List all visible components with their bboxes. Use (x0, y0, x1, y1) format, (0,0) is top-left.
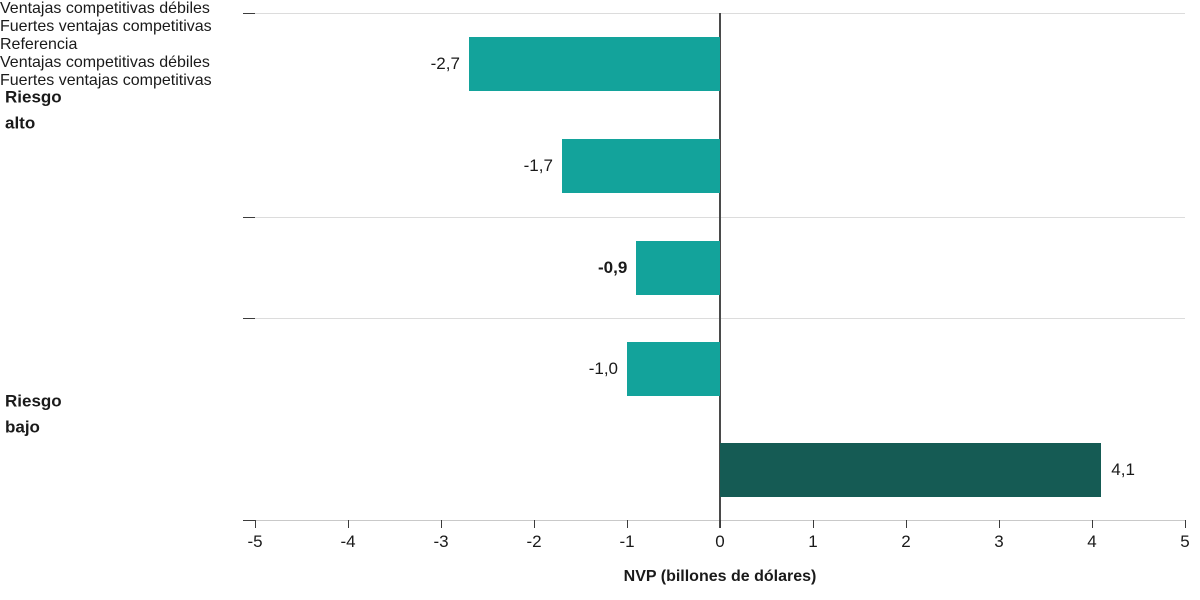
x-tick-label: -3 (433, 532, 449, 551)
x-axis-tick (1091, 520, 1093, 528)
category-label: Fuertes ventajas competitivas (0, 72, 212, 89)
group-label-1: Riesgo alto (5, 87, 62, 133)
x-axis-tick (719, 520, 721, 528)
x-tick-label: -5 (247, 532, 263, 551)
category-label: Ventajas competitivas débiles (0, 0, 210, 17)
x-tick-label: 5 (1180, 532, 1190, 551)
bar-5 (720, 442, 1102, 497)
category-label: Fuertes ventajas competitivas (0, 18, 212, 35)
x-axis-tick (812, 520, 814, 528)
x-axis-tick (440, 520, 442, 528)
x-axis-tick (905, 520, 907, 528)
bar-value-label: -1,7 (523, 156, 553, 175)
x-axis-tick (533, 520, 535, 528)
category-label: Ventajas competitivas débiles (0, 54, 210, 71)
bar-value-label: 4,1 (1111, 459, 1135, 479)
x-axis-tick (1184, 520, 1186, 528)
x-tick-label: -1 (619, 532, 635, 551)
bar-3 (636, 240, 720, 295)
x-axis-title: NVP (billones de dólares) (623, 568, 817, 585)
x-axis-tick (254, 520, 256, 528)
zero-baseline (719, 13, 721, 528)
bar-1 (468, 37, 720, 91)
category-label: Referencia (0, 36, 78, 53)
x-tick-label: 2 (901, 532, 911, 551)
group-label-2: Riesgo bajo (5, 391, 62, 437)
x-tick-label: 1 (808, 532, 818, 551)
bar-4 (627, 341, 720, 396)
x-axis-tick (626, 520, 628, 528)
x-axis-tick (347, 520, 349, 528)
bar-value-label: -2,7 (430, 54, 460, 73)
y-axis-tick (243, 216, 255, 218)
x-tick-label: 0 (715, 532, 725, 551)
y-axis-tick (243, 519, 255, 521)
x-tick-label: 4 (1087, 532, 1097, 551)
x-tick-label: -4 (340, 532, 356, 551)
y-axis-tick (243, 317, 255, 319)
x-axis-tick (998, 520, 1000, 528)
x-tick-label: -2 (526, 532, 542, 551)
bar-value-label: -1,0 (588, 358, 618, 378)
y-axis-tick (243, 12, 255, 14)
x-tick-label: 3 (994, 532, 1004, 551)
bar-2 (561, 139, 720, 193)
bar-value-label: -0,9 (598, 257, 628, 277)
